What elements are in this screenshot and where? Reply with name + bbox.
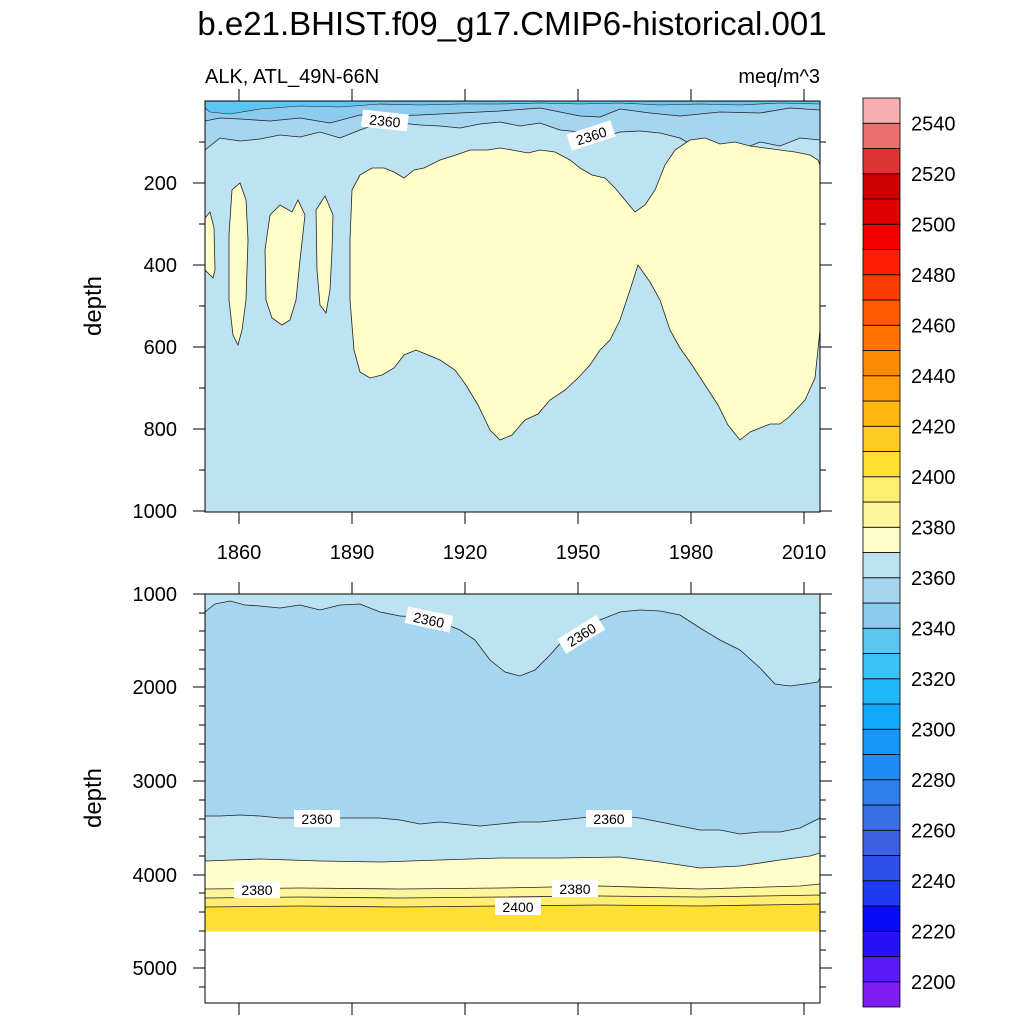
top-band-2370-2380-d [315,195,334,314]
colorbar-box [862,526,901,553]
colorbar-label: 2540 [911,113,956,135]
top-y-tick-800: 800 [144,419,177,441]
figure-title: b.e21.BHIST.f09_g17.CMIP6-historical.001 [197,5,826,42]
colorbar-box [862,855,901,882]
colorbar-box [862,930,901,957]
top-band-2370-2380-e [349,137,820,441]
colorbar-box [862,476,901,503]
bottom-ocean-floor-mask [205,932,820,1003]
top-band-2340-2350 [205,101,820,124]
top-y-axis-title: depth [80,276,107,336]
colorbar-box [862,223,901,250]
colorbar-box [862,425,901,452]
bottom-y-tick-1000: 1000 [133,584,178,606]
colorbar-box [862,981,901,1008]
colorbar-label: 2360 [911,568,956,590]
colorbar-label: 2260 [911,820,956,842]
colorbar-label: 2380 [911,517,956,539]
top-panel: 2360 2360 [205,101,820,512]
colorbar-box [862,678,901,705]
colorbar-box [862,602,901,629]
colorbar [862,97,901,1008]
colorbar-box [862,122,901,149]
bottom-contour-label-3: 2360 [301,811,332,827]
top-y-tick-1000: 1000 [133,501,178,523]
bottom-contour-label-5: 2380 [241,882,272,898]
colorbar-box [862,754,901,781]
units-subtitle: meq/m^3 [738,66,820,88]
colorbar-labels: 2200 2220 2240 2260 2280 2300 2320 2340 2360 2380… [911,113,956,994]
colorbar-box [862,299,901,326]
bottom-contour-label-6: 2380 [559,881,590,897]
top-y-tick-400: 400 [144,255,177,277]
bottom-panel: 2360 2360 2360 2360 2380 2380 2400 [205,594,820,1003]
colorbar-label: 2460 [911,315,956,337]
colorbar-box [862,880,901,907]
colorbar-label: 2480 [911,265,956,287]
x-tick-1920: 1920 [443,542,488,564]
colorbar-box [862,148,901,175]
colorbar-box [862,173,901,200]
top-contour-label-1: 2360 [369,111,402,130]
colorbar-box [862,804,901,831]
bottom-contour-label-4: 2360 [593,811,624,827]
bottom-plot-frame [204,593,821,1004]
x-tick-1950: 1950 [556,542,601,564]
colorbar-label: 2280 [911,770,956,792]
colorbar-label: 2340 [911,618,956,640]
x-tick-1860: 1860 [217,542,262,564]
colorbar-label: 2520 [911,164,956,186]
colorbar-label: 2240 [911,871,956,893]
x-tick-2010: 2010 [782,542,827,564]
colorbar-box [862,779,901,806]
bottom-y-tick-4000: 4000 [133,865,178,887]
top-y-tick-200: 200 [144,173,177,195]
bottom-y-tick-3000: 3000 [133,771,178,793]
top-y-tick-600: 600 [144,337,177,359]
colorbar-label: 2320 [911,669,956,691]
bottom-y-ticks [193,593,832,988]
colorbar-label: 2200 [911,972,956,994]
colorbar-box [862,703,901,730]
colorbar-box [862,400,901,427]
colorbar-box [862,627,901,654]
colorbar-box [862,198,901,225]
colorbar-box [862,552,901,579]
top-x-ticks [238,89,805,524]
colorbar-box [862,829,901,856]
colorbar-box [862,350,901,377]
bottom-contour-label-1: 2360 [412,609,446,631]
colorbar-box [862,451,901,478]
colorbar-box [862,956,901,983]
x-tick-1890: 1890 [330,542,375,564]
colorbar-label: 2440 [911,366,956,388]
bottom-x-ticks [238,582,805,1015]
colorbar-box [862,577,901,604]
top-y-ticks [193,141,832,512]
top-band-2370-2380-c [264,199,306,326]
colorbar-box [862,653,901,680]
left-subtitle: ALK, ATL_49N-66N [205,66,379,88]
colorbar-box [862,324,901,351]
top-band-2330-2340 [205,101,820,115]
x-tick-1980: 1980 [669,542,714,564]
colorbar-label: 2500 [911,214,956,236]
colorbar-box [862,375,901,402]
colorbar-label: 2400 [911,467,956,489]
colorbar-box [862,905,901,932]
bottom-y-axis-title: depth [80,768,107,828]
colorbar-box [862,274,901,301]
bottom-y-tick-5000: 5000 [133,958,178,980]
colorbar-box [862,501,901,528]
colorbar-box [862,249,901,276]
bottom-contour-label-7: 2400 [502,899,533,915]
colorbar-box [862,97,901,124]
bottom-y-tick-2000: 2000 [133,677,178,699]
colorbar-label: 2220 [911,921,956,943]
colorbar-label: 2420 [911,416,956,438]
colorbar-label: 2300 [911,719,956,741]
colorbar-box [862,728,901,755]
top-band-2370-2380-b [228,182,249,347]
